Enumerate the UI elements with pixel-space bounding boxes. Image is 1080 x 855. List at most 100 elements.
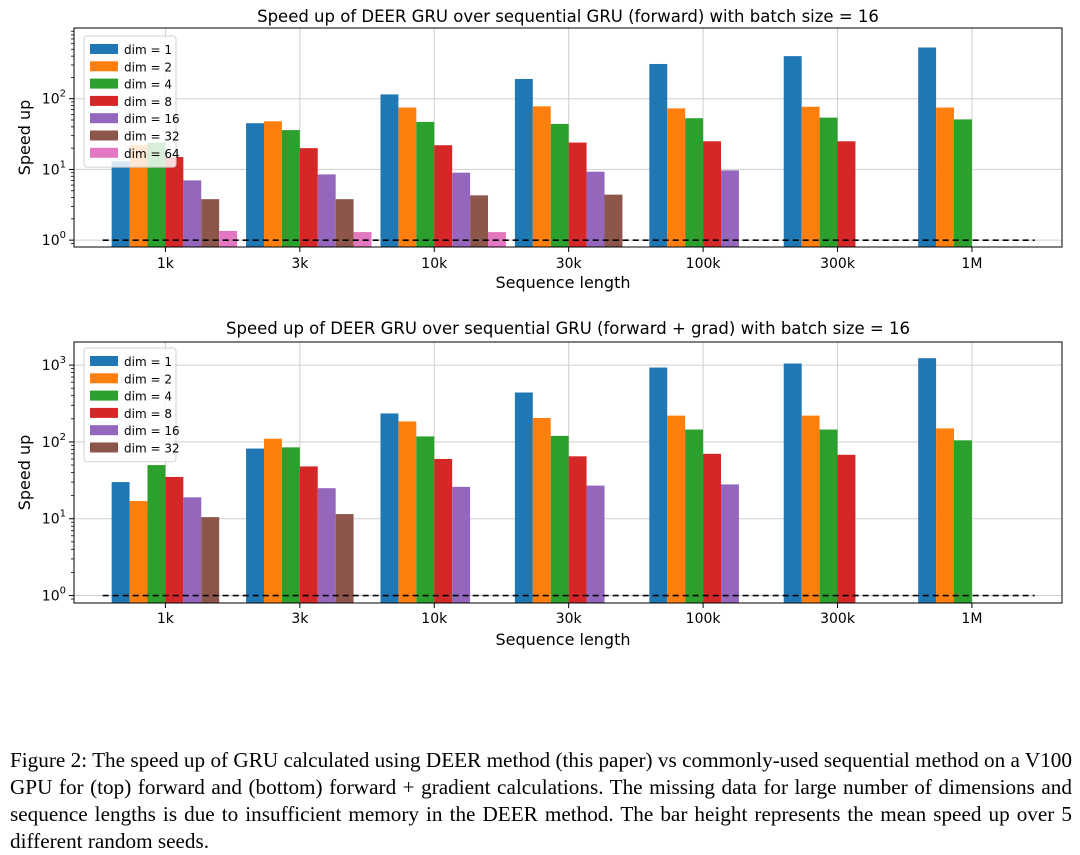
- bar-dim-1-30k: [514, 79, 533, 247]
- x-tick-label: 1M: [961, 256, 982, 272]
- bar-dim-8-10k: [434, 145, 453, 247]
- legend-label: dim = 16: [124, 424, 180, 438]
- bar-dim-4-10k: [416, 436, 435, 603]
- legend-label: dim = 4: [124, 78, 172, 92]
- plot-frame: [73, 341, 1063, 604]
- x-tick-label: 10k: [421, 256, 448, 272]
- x-tick-label: 300k: [820, 611, 856, 627]
- x-axis-label: Sequence length: [495, 630, 630, 649]
- bar-dim-32-1k: [201, 199, 220, 247]
- bar-dim-8-1k: [165, 156, 184, 247]
- legend-label: dim = 2: [124, 60, 172, 74]
- bar-dim-4-1k: [147, 465, 166, 603]
- bar-dim-2-100k: [667, 415, 686, 603]
- bar-dim-2-30k: [532, 417, 551, 603]
- legend-swatch: [90, 61, 118, 72]
- x-tick-label: 1M: [961, 611, 982, 627]
- y-tick-label: 102: [42, 89, 66, 108]
- bar-dim-2-300k: [801, 106, 820, 248]
- bar-dim-8-1k: [165, 476, 184, 603]
- bar-dim-1-1M: [918, 358, 937, 603]
- bar-dim-4-30k: [550, 123, 569, 247]
- bar-dim-4-300k: [819, 429, 838, 603]
- bar-dim-2-1k: [129, 145, 148, 247]
- bar-dim-1-300k: [783, 56, 802, 247]
- bar-dim-32-1k: [201, 517, 220, 603]
- bar-dim-4-10k: [416, 121, 435, 247]
- chart-title: Speed up of DEER GRU over sequential GRU…: [257, 7, 879, 26]
- x-tick-label: 3k: [291, 611, 309, 627]
- x-tick-label: 30k: [556, 256, 583, 272]
- bar-dim-4-30k: [550, 435, 569, 603]
- legend-swatch: [90, 44, 118, 54]
- bar-dim-8-300k: [837, 454, 856, 603]
- legend: dim = 1 dim = 2 dim = 4 dim = 8 dim = 16 dim …: [83, 35, 180, 168]
- bar-dim-64-1k: [219, 230, 238, 247]
- x-tick-label: 30k: [556, 611, 583, 627]
- bar-dim-4-1M: [954, 119, 972, 247]
- bar-dim-16-3k: [317, 488, 336, 603]
- bar-dim-4-100k: [685, 118, 704, 248]
- legend-swatch: [90, 78, 118, 89]
- bar-dim-1-1k: [111, 482, 130, 603]
- bar-dim-1-1k: [111, 161, 130, 247]
- legend-swatch: [90, 95, 118, 106]
- legend-swatch: [90, 130, 118, 141]
- bar-dim-4-300k: [819, 117, 838, 247]
- figure-caption: Figure 2: The speed up of GRU calculated…: [10, 748, 1072, 854]
- bar-dim-16-100k: [721, 170, 739, 247]
- bar-dim-16-10k: [452, 172, 471, 247]
- bar-dim-8-3k: [299, 466, 318, 603]
- legend-label: dim = 32: [124, 442, 180, 456]
- y-tick-label: 102: [42, 432, 66, 451]
- bar-dim-16-100k: [721, 484, 739, 603]
- bar-dim-8-3k: [299, 148, 318, 247]
- bar-dim-16-1k: [183, 497, 202, 603]
- bar-dim-1-300k: [783, 363, 802, 603]
- legend-label: dim = 4: [124, 390, 172, 404]
- legend-swatch: [90, 407, 118, 418]
- bar-dim-1-100k: [649, 63, 668, 247]
- bar-dim-2-3k: [263, 438, 282, 603]
- legend-label: dim = 16: [124, 112, 180, 126]
- bar-dim-4-1M: [954, 440, 972, 603]
- chart-2: Speed up of DEER GRU over sequential GRU…: [15, 319, 1063, 649]
- bar-dim-32-3k: [335, 514, 354, 603]
- bar-dim-32-30k: [604, 194, 623, 247]
- bar-dim-2-10k: [398, 107, 417, 247]
- bar-dim-8-30k: [568, 142, 587, 247]
- bar-dim-16-10k: [452, 486, 471, 603]
- y-tick-label: 103: [42, 355, 66, 374]
- bar-dim-8-10k: [434, 458, 453, 603]
- bar-dim-2-300k: [801, 415, 820, 603]
- bar-dim-32-10k: [470, 195, 489, 247]
- bar-dim-4-3k: [281, 130, 300, 247]
- bar-dim-2-30k: [532, 106, 551, 247]
- bar-dim-4-1k: [147, 142, 166, 247]
- legend-swatch: [90, 425, 118, 436]
- bar-dim-16-30k: [586, 485, 605, 603]
- plot-frame: [73, 27, 1063, 248]
- x-tick-label: 1k: [157, 611, 175, 627]
- legend-swatch: [90, 113, 118, 124]
- x-axis-label: Sequence length: [495, 273, 630, 292]
- y-tick-label: 101: [42, 509, 66, 528]
- bar-dim-4-100k: [685, 429, 704, 603]
- x-tick-label: 100k: [686, 611, 722, 627]
- bar-dim-2-10k: [398, 421, 417, 603]
- bar-dim-2-1k: [129, 501, 148, 603]
- bar-dim-1-10k: [380, 413, 399, 603]
- bar-dim-2-1M: [936, 107, 955, 247]
- y-axis-label: Speed up: [15, 100, 34, 176]
- bar-dim-16-1k: [183, 180, 202, 247]
- legend-label: dim = 8: [124, 407, 172, 421]
- chart-title: Speed up of DEER GRU over sequential GRU…: [226, 319, 910, 338]
- legend-swatch: [90, 373, 118, 384]
- bar-dim-4-3k: [281, 447, 300, 603]
- legend: dim = 1 dim = 2 dim = 4 dim = 8 dim = 16 dim …: [83, 347, 180, 463]
- bar-dim-16-3k: [317, 174, 336, 247]
- bar-dim-8-100k: [703, 453, 722, 603]
- bar-dim-16-30k: [586, 171, 605, 247]
- legend-label: dim = 2: [124, 372, 172, 386]
- legend-label: dim = 8: [124, 95, 172, 109]
